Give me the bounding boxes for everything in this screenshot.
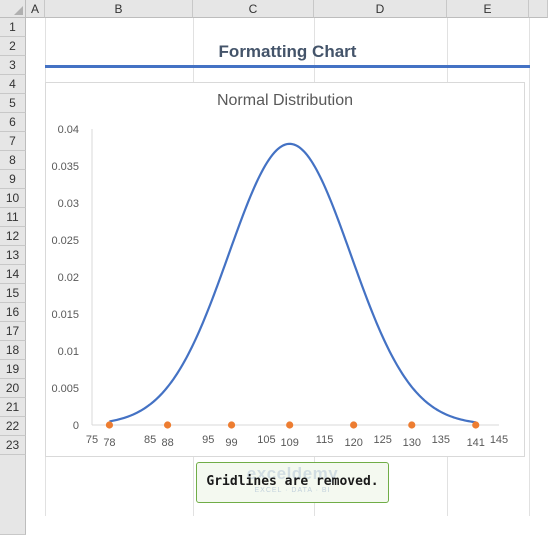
x-tick-label: 145 [490,434,508,446]
y-tick-label: 0.025 [51,235,79,247]
x-tick-label: 125 [374,434,392,446]
data-point-marker [227,421,236,429]
row-header-11[interactable]: 11 [0,208,26,227]
row-header-5[interactable]: 5 [0,94,26,113]
note-text: Gridlines are removed. [206,474,379,489]
row-header-10[interactable]: 10 [0,189,26,208]
row-header-18[interactable]: 18 [0,341,26,360]
row-header-21[interactable]: 21 [0,398,26,417]
x-point-label: 130 [403,437,421,449]
y-tick-label: 0.035 [51,161,79,173]
x-tick-label: 105 [257,434,275,446]
row-header-20[interactable]: 20 [0,379,26,398]
column-header-d[interactable]: D [314,0,447,18]
x-point-label: 88 [161,437,173,449]
y-tick-label: 0.015 [51,309,79,321]
column-header-a[interactable]: A [26,0,45,18]
row-header-13[interactable]: 13 [0,246,26,265]
chart-title[interactable]: Normal Distribution [216,92,354,109]
row-header-8[interactable]: 8 [0,151,26,170]
data-point-marker [408,421,416,429]
data-point-marker [163,421,172,429]
x-tick-label: 95 [202,434,214,446]
watermark-tagline: EXCEL · DATA · BI [254,487,331,494]
row-header-19[interactable]: 19 [0,360,26,379]
row-header-12[interactable]: 12 [0,227,26,246]
heading-underline [45,65,530,68]
distribution-curve [109,142,476,424]
y-tick-label: 0.04 [58,124,79,136]
row-header-17[interactable]: 17 [0,322,26,341]
row-header-23[interactable]: 23 [0,436,26,455]
data-point-marker [472,421,480,429]
row-header-7[interactable]: 7 [0,132,26,151]
column-header-c[interactable]: C [193,0,314,18]
row-header-16[interactable]: 16 [0,303,26,322]
row-header-15[interactable]: 15 [0,284,26,303]
row-header-22[interactable]: 22 [0,417,26,436]
y-tick-label: 0.03 [58,198,79,210]
data-point-marker [105,421,114,429]
x-point-label: 99 [225,437,237,449]
x-tick-label: 75 [86,434,98,446]
row-header-14[interactable]: 14 [0,265,26,284]
row-header-6[interactable]: 6 [0,113,26,132]
row-header-9[interactable]: 9 [0,170,26,189]
row-header-3[interactable]: 3 [0,56,26,75]
x-point-label: 141 [467,437,485,449]
x-point-label: 78 [103,437,115,449]
x-point-label: 109 [281,437,299,449]
y-tick-label: 0.005 [51,383,79,395]
y-tick-label: 0.01 [58,346,79,358]
x-point-label: 120 [344,437,362,449]
normal-distribution-chart: 0 0.005 0.01 0.015 0.02 0.025 0.03 0.035 0.04 75 8… [51,124,508,449]
sheet-heading: Formatting Chart [218,42,357,61]
select-all-corner[interactable] [0,0,26,18]
x-tick-label: 115 [316,434,334,446]
x-tick-label: 135 [432,434,450,446]
column-header-e[interactable]: E [447,0,529,18]
note-box [196,462,389,503]
y-tick-label: 0.02 [58,272,79,284]
row-header-2[interactable]: 2 [0,37,26,56]
x-tick-label: 85 [144,434,156,446]
data-point-marker [350,421,358,429]
row-header-4[interactable]: 4 [0,75,26,94]
y-tick-label: 0 [73,420,79,432]
column-divider [529,18,530,516]
column-header-b[interactable]: B [45,0,193,18]
data-point-marker [286,421,294,429]
row-header-1[interactable]: 1 [0,18,26,37]
watermark-logo: exceldemy [246,464,339,483]
